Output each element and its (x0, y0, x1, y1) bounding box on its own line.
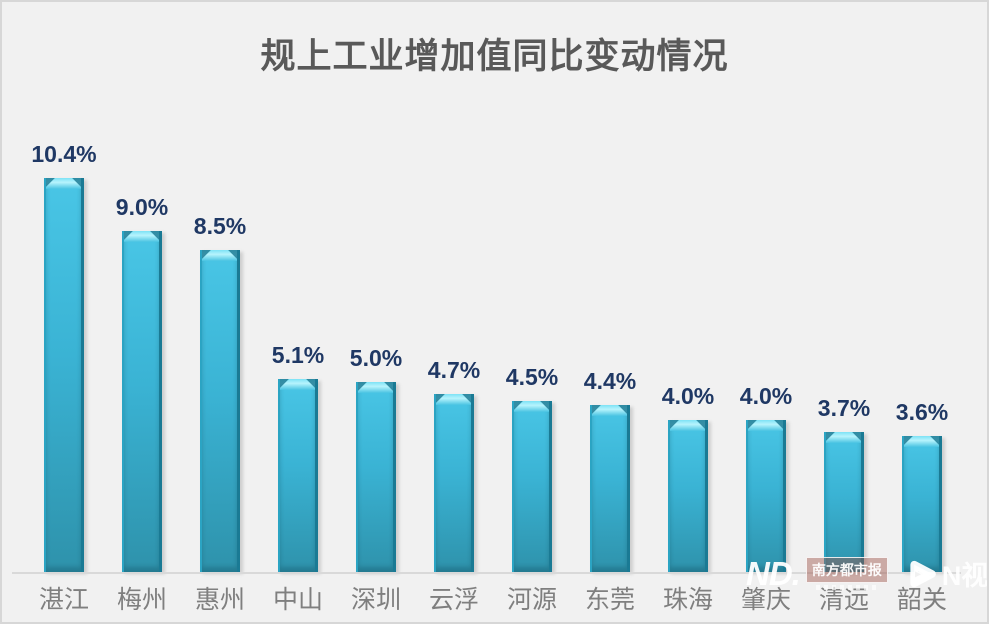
x-axis-line (12, 572, 961, 574)
bar-column: 4.4% (571, 102, 649, 572)
bar-value-label: 9.0% (115, 194, 169, 220)
bar-value-label: 10.4% (31, 141, 97, 167)
bar-column: 5.1% (259, 102, 337, 572)
bar-column: 4.0% (727, 102, 805, 572)
category-label: 云浮 (428, 586, 479, 614)
bar (668, 420, 708, 572)
category-label: 梅州 (116, 586, 167, 614)
category-label: 肇庆 (740, 586, 791, 614)
category-label: 深圳 (350, 586, 401, 614)
chart-title: 规上工业增加值同比变动情况 (260, 37, 729, 76)
bar-value-label: 4.5% (505, 364, 559, 390)
category-label: 东莞 (584, 586, 635, 614)
bar (356, 382, 396, 572)
bar-column: 10.4% (25, 102, 103, 572)
bar-value-label: 5.1% (271, 342, 325, 368)
bar-value-label: 8.5% (193, 213, 247, 239)
bar (434, 394, 474, 572)
category-label: 中山 (272, 586, 323, 614)
category-label: 河源 (506, 586, 557, 614)
bar-column: 4.0% (649, 102, 727, 572)
x-axis-labels: 湛江 梅州 惠州 中山 深圳 云浮 河源 东莞 珠海 肇庆 清远 韶关 (25, 580, 961, 616)
category-label: 珠海 (662, 586, 713, 614)
bar (122, 231, 162, 572)
bar (902, 436, 942, 572)
bar-value-label: 4.0% (661, 383, 715, 409)
bar-column: 8.5% (181, 102, 259, 572)
category-label: 惠州 (194, 586, 245, 614)
bar (824, 432, 864, 572)
bar (746, 420, 786, 572)
plot-area: 10.4% 9.0% 8.5% 5.1% 5.0% 4.7% 4.5% 4.4% 4.0% 4.0… (12, 102, 961, 574)
bar-column: 4.7% (415, 102, 493, 572)
bar-value-label: 4.4% (583, 368, 637, 394)
bar-value-label: 3.6% (895, 399, 949, 425)
category-label: 清远 (818, 586, 869, 614)
bar-column: 3.6% (883, 102, 961, 572)
bar-value-label: 5.0% (349, 345, 403, 371)
bar-value-label: 4.0% (739, 383, 793, 409)
bar (44, 178, 84, 572)
category-label: 湛江 (38, 586, 89, 614)
bar (590, 405, 630, 572)
bar (512, 401, 552, 572)
bar-column: 3.7% (805, 102, 883, 572)
bar (278, 379, 318, 572)
bars-container: 10.4% 9.0% 8.5% 5.1% 5.0% 4.7% 4.5% 4.4% 4.0% 4.0… (25, 102, 961, 572)
bar-column: 9.0% (103, 102, 181, 572)
category-label: 韶关 (896, 586, 947, 614)
bar (200, 250, 240, 572)
bar-column: 4.5% (493, 102, 571, 572)
bar-value-label: 4.7% (427, 357, 481, 383)
bar-column: 5.0% (337, 102, 415, 572)
bar-value-label: 3.7% (817, 395, 871, 421)
